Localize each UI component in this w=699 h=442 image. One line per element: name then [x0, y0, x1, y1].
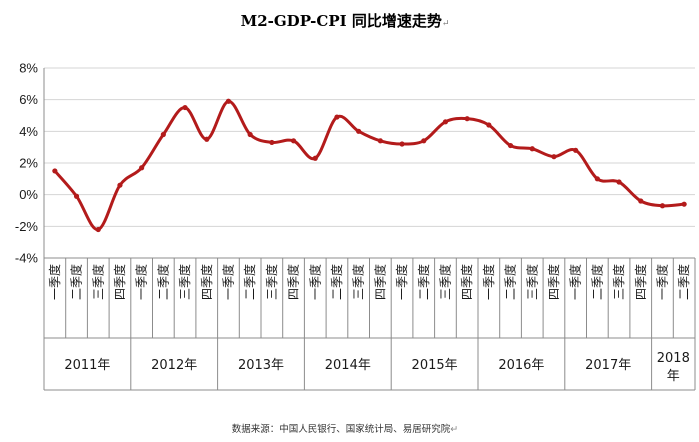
x-quarter-label: 四季度 [286, 264, 301, 300]
y-tick-label: 0% [19, 187, 38, 202]
x-quarter-label: 一季度 [47, 264, 62, 300]
x-quarter-label: 四季度 [199, 264, 214, 300]
data-point [356, 128, 362, 134]
data-point [52, 168, 58, 174]
chart-title: M2-GDP-CPI 同比增速走势↵ [241, 12, 450, 30]
x-quarter-label: 三季度 [611, 264, 626, 300]
x-quarter-label: 一季度 [481, 264, 496, 300]
data-point [377, 138, 383, 144]
x-quarter-label: 一季度 [568, 264, 583, 300]
data-point [616, 179, 622, 185]
x-quarter-label: 三季度 [90, 264, 105, 300]
x-quarter-label: 二季度 [589, 264, 604, 300]
x-quarter-label: 三季度 [177, 264, 192, 300]
y-tick-label: 8% [19, 61, 38, 76]
x-quarter-label: 四季度 [459, 264, 474, 300]
chart-title-text: M2-GDP-CPI 同比增速走势 [241, 12, 442, 30]
data-point [529, 146, 535, 152]
data-point [334, 114, 340, 120]
plot-area: -4% -2% 0% 2% 4% 6% 8% 2011年 2012年 2013年 2014年 2015… [15, 61, 696, 391]
x-quarter-label: 一季度 [654, 264, 669, 300]
data-point [95, 226, 101, 233]
data-point [573, 147, 579, 153]
x-quarter-label: 二季度 [242, 264, 257, 300]
data-point [659, 203, 666, 209]
x-quarter-label: 二季度 [69, 264, 84, 300]
data-point [399, 141, 405, 147]
chart-title-return-mark: ↵ [442, 19, 450, 29]
data-point [204, 136, 210, 142]
data-point [594, 176, 600, 182]
x-quarter-label: 二季度 [155, 264, 170, 300]
data-point [681, 201, 687, 207]
x-quarter-label: 三季度 [524, 264, 539, 300]
data-point [290, 138, 297, 144]
data-point [507, 142, 514, 149]
y-tick-label: -4% [15, 251, 39, 266]
x-quarter-label: 四季度 [372, 264, 387, 300]
x-year-label: 2011年 [64, 358, 110, 373]
data-point [117, 182, 123, 188]
x-year-label: 2017年 [585, 358, 631, 373]
x-quarter-label: 四季度 [546, 264, 561, 300]
y-tick-label: -2% [15, 219, 39, 234]
x-quarter-label: 二季度 [676, 264, 691, 300]
y-tick-label: 4% [19, 124, 38, 139]
data-point [182, 104, 188, 111]
data-point [225, 98, 232, 104]
x-quarter-label: 三季度 [351, 264, 366, 300]
x-year-label: 2016年 [498, 358, 544, 373]
x-quarter-label: 一季度 [394, 264, 409, 300]
data-point [139, 165, 145, 171]
data-point [269, 139, 275, 146]
data-point [73, 193, 80, 199]
y-tick-label: 2% [19, 156, 38, 171]
x-year-label: 2012年 [151, 358, 197, 373]
source-note: 数据来源：中国人民银行、国家统计局、易居研究院↵ [232, 423, 458, 435]
x-year-label: 2013年 [238, 358, 284, 373]
x-year-label: 2014年 [325, 358, 371, 373]
x-quarter-label: 二季度 [329, 264, 344, 300]
x-quarter-label: 二季度 [416, 264, 431, 300]
x-quarter-label: 四季度 [633, 264, 648, 300]
x-quarter-label: 一季度 [220, 264, 235, 300]
data-point [312, 155, 318, 161]
x-quarter-label: 一季度 [307, 264, 322, 300]
source-note-return-mark: ↵ [450, 424, 458, 435]
data-point [638, 198, 644, 204]
data-point [551, 154, 557, 160]
y-tick-label: 6% [19, 92, 38, 107]
x-quarter-label: 一季度 [134, 264, 149, 300]
data-point [247, 131, 253, 138]
data-point [442, 119, 449, 125]
data-point [421, 138, 427, 144]
data-point [464, 116, 470, 122]
series-line-m2-gdp-cpi [53, 99, 685, 231]
source-note-text: 数据来源：中国人民银行、国家统计局、易居研究院 [232, 423, 451, 435]
x-quarter-label: 二季度 [503, 264, 518, 300]
x-year-label: 2018 年 [657, 351, 690, 384]
x-quarter-label: 三季度 [264, 264, 279, 300]
data-point [160, 131, 166, 138]
x-quarter-label: 三季度 [437, 264, 452, 300]
data-point [486, 122, 492, 128]
x-quarter-label: 四季度 [112, 264, 127, 300]
x-year-label: 2015年 [412, 358, 458, 373]
